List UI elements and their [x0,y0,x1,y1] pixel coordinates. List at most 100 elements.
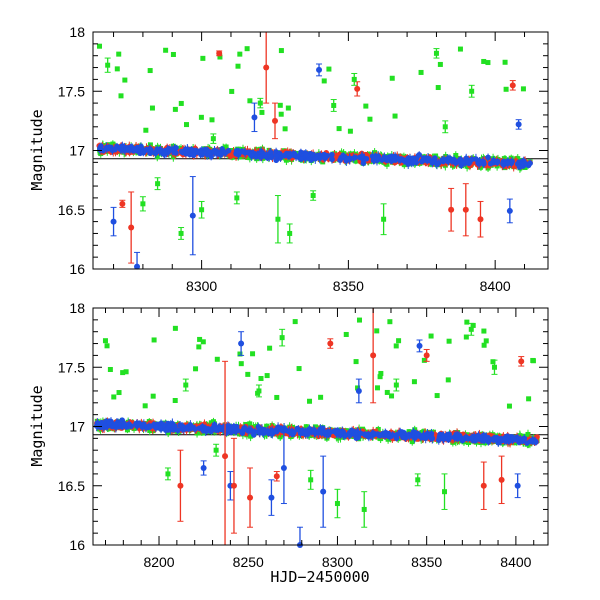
top-green-point [244,46,250,52]
top-green-point [122,77,128,83]
top-blue-point [268,154,275,161]
bottom-green-point [409,439,415,445]
top-green-point [200,55,206,61]
top-x-tick-label: 8300 [186,278,217,294]
bottom-green-point [375,426,381,432]
top-x-tick-label: 8400 [480,278,511,294]
top-blue-point [329,151,335,158]
top-blue-point [298,156,304,162]
top-green-point [278,48,284,54]
top-green-point [116,51,122,57]
top-outlier-point [134,263,141,270]
top-outlier-point [210,136,216,142]
top-blue-point [527,160,533,167]
top-outlier-point [155,181,161,187]
top-blue-point [388,153,395,160]
top-green-point [178,100,184,106]
top-blue-point [162,150,168,157]
top-outlier-point [128,224,135,231]
top-blue-point [235,149,242,156]
top-blue-point [463,155,470,162]
top-blue-point [118,145,124,151]
top-green-point [217,54,223,60]
top-blue-point [460,159,466,166]
top-green-point [354,158,360,164]
top-y-tick-label: 18 [69,24,85,40]
top-green-point [481,58,487,64]
top-blue-point [112,146,118,153]
top-green-point [503,86,509,92]
top-blue-point [504,160,511,167]
top-outlier-point [257,100,263,106]
top-green-point [259,109,265,115]
top-blue-point [273,153,280,159]
top-green-point [278,111,284,117]
top-outlier-point [331,102,337,108]
top-outlier-point [515,121,522,128]
top-x-tick-label: 8350 [333,278,364,294]
top-blue-point [156,148,163,154]
top-blue-point [449,158,455,164]
top-outlier-point [263,64,270,71]
top-blue-point [359,153,366,159]
top-blue-point [131,146,138,153]
top-blue-point [190,152,197,159]
top-outlier-point [448,206,455,213]
top-green-point [170,153,176,159]
bottom-green-point [378,436,384,442]
bottom-green-point [419,429,425,435]
top-blue-point [197,149,204,156]
top-green-point [223,144,229,150]
top-blue-point [97,146,103,153]
top-outlier-point [442,124,448,130]
top-blue-point [374,154,381,161]
top-blue-point [193,147,200,154]
top-blue-point [329,156,335,163]
top-green-point [147,68,153,74]
top-green-point [437,61,443,67]
top-y-tick-label: 16 [69,261,85,277]
top-blue-point [248,151,255,158]
top-green-point [143,127,149,133]
bottom-green-point [525,431,531,437]
top-outlier-point [469,88,475,94]
top-blue-point [473,156,479,162]
top-green-point [442,162,448,168]
top-y-axis-title: Magnitude [28,109,46,190]
top-green-point [453,153,459,159]
top-light-curve-panel: 16 16.5 17 17.5 18 8300 8350 8400 Magnitude [28,24,549,294]
top-green-point [247,98,253,104]
top-green-point [502,59,508,65]
top-outlier-point [105,62,111,68]
top-outlier-point [287,230,293,236]
top-outlier-point [272,117,278,124]
top-data-marks [93,31,548,270]
top-green-point [149,105,155,111]
top-outlier-point [234,195,240,201]
top-green-point [485,165,491,171]
bottom-green-point [466,440,472,446]
top-outlier-point [351,76,357,82]
top-green-point [520,86,526,92]
top-blue-point [184,146,191,153]
top-green-point [285,105,291,111]
top-green-point [198,114,204,120]
top-blue-point [340,153,347,160]
top-blue-point [476,161,482,167]
top-blue-point [312,155,319,162]
top-axis-ticks: 16 16.5 17 17.5 18 8300 8350 8400 [58,24,548,294]
top-blue-point [309,151,315,158]
top-green-point [229,88,235,94]
top-green-point [389,75,395,81]
top-green-point [184,122,190,128]
top-green-point [367,116,373,122]
top-outlier-point [189,212,196,219]
top-green-point [282,126,288,132]
top-blue-point [469,156,475,163]
top-outlier-point [316,66,323,73]
top-blue-point [410,159,417,166]
top-green-point [114,66,120,72]
top-green-point [154,153,160,159]
top-green-point [485,60,491,66]
